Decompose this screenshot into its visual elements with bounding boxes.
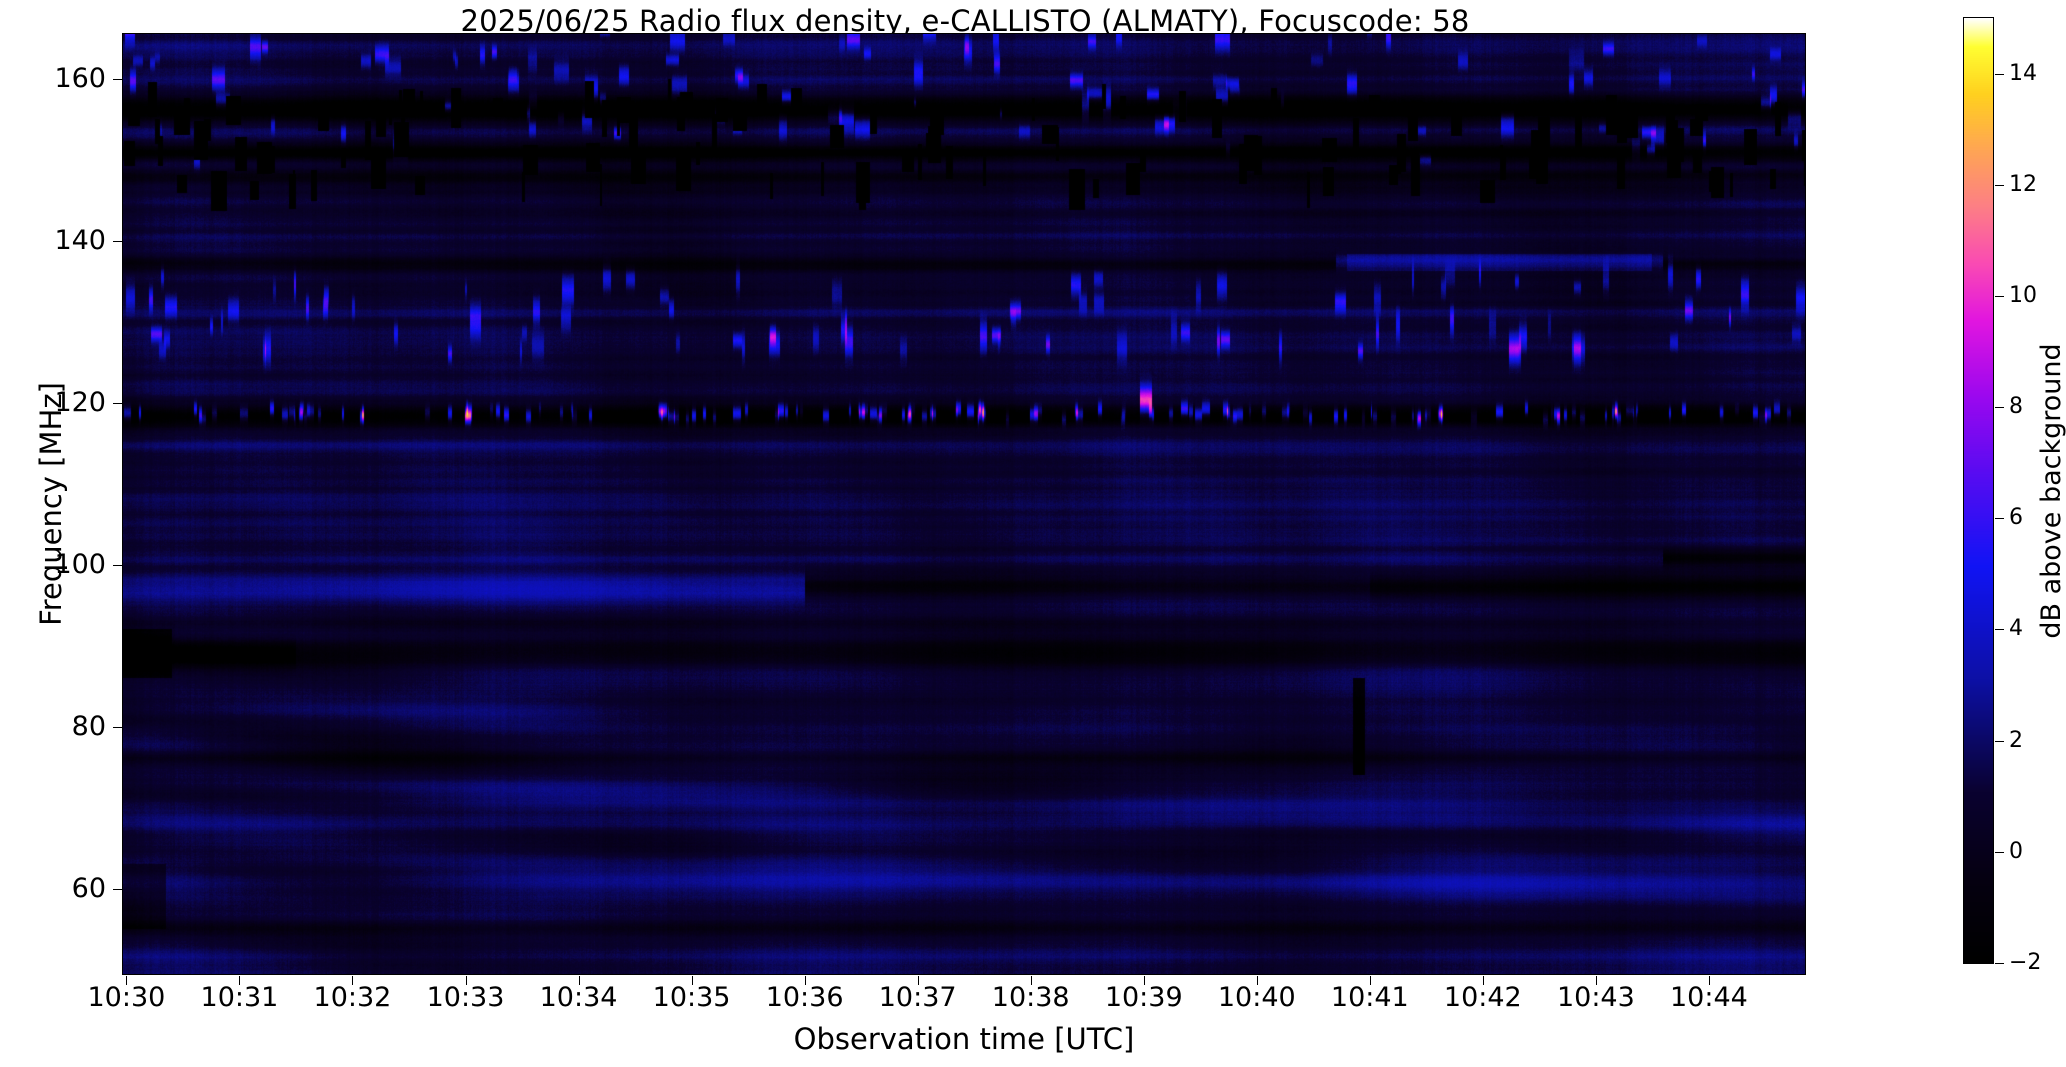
x-axis-tick-label: 10:44: [1670, 982, 1748, 1013]
colorbar: [1963, 17, 1994, 964]
colorbar-tick-label: 8: [2009, 394, 2023, 420]
y-axis-label: Frequency [MHz]: [34, 382, 68, 626]
y-axis-tick-label: 60: [71, 872, 106, 904]
x-axis-tick-label: 10:30: [87, 982, 166, 1013]
x-axis-tick-mark: [804, 976, 806, 985]
x-axis-tick-label: 10:36: [765, 982, 844, 1013]
y-axis-tick-mark: [113, 78, 122, 80]
x-axis-tick-mark: [1256, 976, 1258, 985]
x-axis-tick-label: 10:42: [1443, 982, 1522, 1013]
spectrogram-image: [123, 34, 1805, 974]
colorbar-tick-mark: [1995, 295, 2004, 297]
colorbar-tick-label: 4: [2009, 616, 2023, 642]
colorbar-tick-label: 12: [2009, 171, 2037, 197]
spectrogram-plot-area: [122, 33, 1806, 975]
x-axis-tick-mark: [1595, 976, 1597, 985]
y-axis-tick-label: 140: [54, 224, 106, 256]
x-axis-tick-mark: [126, 976, 128, 985]
x-axis-tick-mark: [578, 976, 580, 985]
colorbar-tick-label: −2: [2009, 950, 2042, 975]
x-axis-label: Observation time [UTC]: [793, 1022, 1135, 1056]
x-axis-tick-mark: [1369, 976, 1371, 985]
colorbar-tick-mark: [1995, 851, 2004, 853]
colorbar-tick-mark: [1995, 407, 2004, 409]
colorbar-tick-label: 10: [2009, 282, 2037, 308]
x-axis-tick-label: 10:38: [991, 982, 1070, 1013]
y-axis-tick-label: 120: [54, 386, 106, 418]
x-axis-tick-mark: [691, 976, 693, 985]
colorbar-tick-mark: [1995, 629, 2004, 631]
y-axis-tick-mark: [113, 888, 122, 890]
colorbar-tick-label: 2: [2009, 727, 2023, 753]
x-axis-tick-label: 10:31: [200, 982, 279, 1013]
y-axis-tick-label: 80: [71, 710, 106, 742]
x-axis-tick-label: 10:33: [426, 982, 505, 1013]
colorbar-tick-mark: [1995, 963, 2004, 964]
x-axis-tick-mark: [1708, 976, 1710, 985]
colorbar-tick-mark: [1995, 740, 2004, 742]
x-axis-tick-mark: [1143, 976, 1145, 985]
page-title: 2025/06/25 Radio flux density, e-CALLIST…: [460, 4, 1470, 38]
colorbar-tick-mark: [1995, 184, 2004, 186]
colorbar-tick-mark: [1995, 518, 2004, 520]
y-axis-tick-mark: [113, 726, 122, 728]
colorbar-gradient: [1964, 18, 1993, 963]
x-axis-tick-label: 10:34: [539, 982, 618, 1013]
x-axis-tick-label: 10:41: [1330, 982, 1409, 1013]
y-axis-tick-mark: [113, 402, 122, 404]
x-axis-tick-label: 10:43: [1556, 982, 1635, 1013]
y-axis-tick-label: 160: [54, 62, 106, 94]
y-axis-tick-mark: [113, 240, 122, 242]
x-axis-tick-mark: [239, 976, 241, 985]
x-axis-tick-label: 10:39: [1104, 982, 1183, 1013]
y-axis-tick-label: 100: [54, 548, 106, 580]
x-axis-tick-mark: [465, 976, 467, 985]
colorbar-tick-label: 14: [2009, 60, 2037, 86]
x-axis-tick-mark: [352, 976, 354, 985]
colorbar-tick-label: 0: [2009, 838, 2023, 864]
x-axis-tick-label: 10:32: [313, 982, 392, 1013]
x-axis-tick-mark: [1482, 976, 1484, 985]
x-axis-tick-mark: [917, 976, 919, 985]
colorbar-tick-mark: [1995, 73, 2004, 75]
y-axis-tick-mark: [113, 564, 122, 566]
x-axis-tick-label: 10:37: [878, 982, 957, 1013]
colorbar-label: dB above background: [2036, 342, 2066, 639]
x-axis-tick-label: 10:35: [652, 982, 731, 1013]
colorbar-tick-label: 6: [2009, 505, 2023, 531]
x-axis-tick-mark: [1030, 976, 1032, 985]
x-axis-tick-label: 10:40: [1217, 982, 1296, 1013]
